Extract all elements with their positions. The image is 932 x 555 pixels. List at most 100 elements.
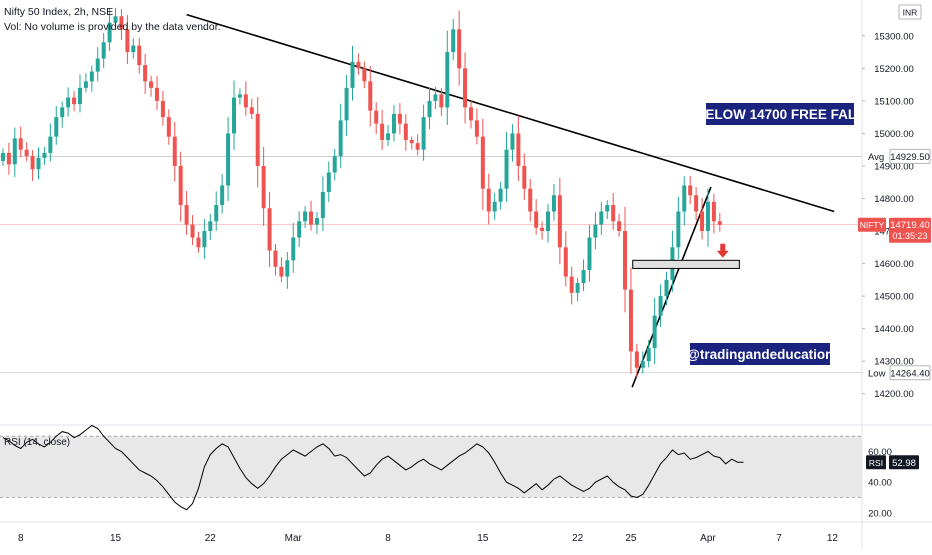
watermark-bg bbox=[690, 343, 830, 365]
rsi-tick-label: 20.00 bbox=[868, 508, 892, 519]
candle bbox=[220, 174, 225, 214]
candle bbox=[344, 74, 349, 137]
symbol-tag: NIFTY bbox=[860, 220, 885, 230]
candle-body bbox=[172, 136, 177, 166]
candle bbox=[326, 161, 331, 203]
candle bbox=[83, 73, 88, 93]
candle-body bbox=[403, 123, 408, 140]
candle bbox=[214, 191, 219, 231]
candle bbox=[107, 8, 112, 52]
low-label: Low bbox=[868, 368, 886, 379]
candle bbox=[605, 200, 610, 219]
candle bbox=[534, 198, 539, 235]
candle-body bbox=[581, 270, 586, 284]
candle-body bbox=[623, 231, 628, 290]
candle-body bbox=[237, 94, 242, 98]
candle bbox=[439, 88, 444, 116]
candle-body bbox=[468, 107, 473, 121]
candle bbox=[415, 134, 420, 156]
candle bbox=[89, 65, 94, 92]
bar-countdown: 01:35:23 bbox=[892, 231, 927, 241]
candle bbox=[397, 102, 402, 135]
candle bbox=[516, 115, 521, 181]
candle bbox=[664, 271, 669, 306]
candle-body bbox=[563, 247, 568, 277]
candle-body bbox=[717, 221, 722, 225]
time-tick-label: 22 bbox=[572, 533, 584, 544]
symbol-tag-bg bbox=[858, 217, 886, 232]
candle-body bbox=[297, 221, 302, 238]
down-arrow-icon bbox=[716, 243, 729, 258]
candle bbox=[119, 9, 124, 41]
candle-body bbox=[445, 52, 450, 108]
headline-bg bbox=[706, 103, 854, 125]
candle bbox=[569, 266, 574, 305]
candle-body bbox=[474, 120, 479, 137]
candle bbox=[468, 100, 473, 129]
candle-body bbox=[137, 45, 142, 66]
candle-body bbox=[551, 195, 556, 212]
candle-body bbox=[12, 138, 17, 165]
time-tick-label: 15 bbox=[477, 533, 489, 544]
candle bbox=[208, 213, 213, 240]
candle-body bbox=[178, 165, 183, 205]
candle-body bbox=[694, 195, 699, 212]
price-tick-label: 15000.00 bbox=[874, 129, 914, 140]
candle-body bbox=[658, 296, 663, 316]
candle-body bbox=[214, 204, 219, 222]
candle-body bbox=[611, 204, 616, 222]
candle bbox=[30, 150, 35, 181]
candle bbox=[320, 176, 325, 232]
candle-body bbox=[492, 201, 497, 212]
candle-body bbox=[314, 218, 319, 225]
candle bbox=[261, 146, 266, 226]
candle-body bbox=[688, 185, 693, 196]
candle-body bbox=[190, 224, 195, 238]
watermark-text: @tradingandeducation bbox=[687, 347, 834, 362]
candle-body bbox=[480, 136, 485, 189]
candle bbox=[445, 30, 450, 126]
time-tick-label: Apr bbox=[700, 533, 716, 544]
candle bbox=[291, 223, 296, 273]
candle-body bbox=[664, 279, 669, 297]
price-tick-label: 14300.00 bbox=[874, 357, 914, 368]
candle-body bbox=[273, 250, 278, 267]
candle bbox=[42, 147, 47, 165]
candle bbox=[617, 213, 622, 237]
low-value-frame bbox=[889, 365, 931, 381]
candle bbox=[463, 52, 468, 124]
candle bbox=[486, 173, 491, 225]
candle-body bbox=[344, 87, 349, 121]
candle-body bbox=[0, 152, 5, 162]
candle bbox=[143, 53, 148, 94]
candle-body bbox=[48, 136, 53, 153]
candle bbox=[682, 176, 687, 226]
candle-body bbox=[220, 185, 225, 205]
candle bbox=[72, 91, 77, 112]
candle bbox=[202, 219, 207, 260]
candle-body bbox=[24, 149, 29, 157]
rsi-value-bg bbox=[889, 455, 919, 470]
candle-body bbox=[303, 211, 308, 222]
candle-body bbox=[646, 348, 651, 362]
price-tick-label: 14600.00 bbox=[874, 259, 914, 270]
price-tick-label: 15100.00 bbox=[874, 96, 914, 107]
candle bbox=[60, 101, 65, 128]
candle bbox=[593, 212, 598, 250]
candle-body bbox=[350, 61, 355, 88]
candle bbox=[137, 38, 142, 74]
candle bbox=[36, 147, 41, 180]
candle bbox=[688, 175, 693, 204]
candle-body bbox=[356, 61, 361, 69]
candle-body bbox=[36, 157, 41, 170]
candle bbox=[314, 211, 319, 234]
candle-body bbox=[77, 87, 82, 105]
time-tick-label: 12 bbox=[827, 533, 839, 544]
last-value-bg bbox=[889, 217, 931, 243]
candle-body bbox=[267, 208, 272, 251]
candle bbox=[599, 202, 604, 235]
candle-body bbox=[528, 188, 533, 212]
